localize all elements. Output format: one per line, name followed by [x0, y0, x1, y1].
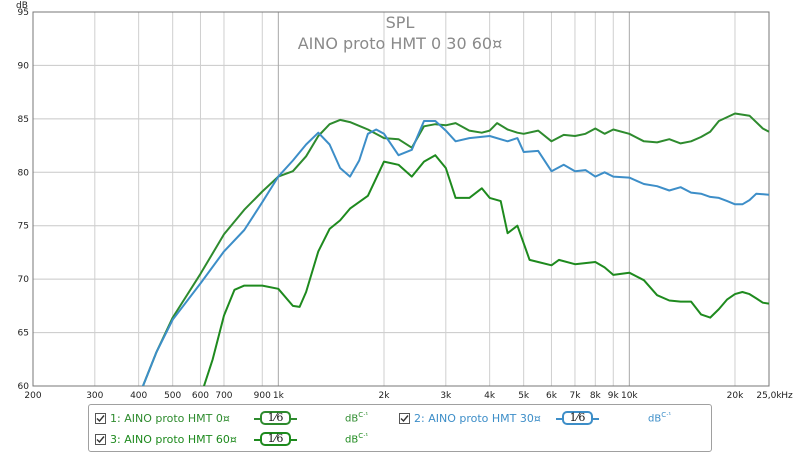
y-tick-label: 80: [18, 168, 30, 178]
x-tick-label: 20k: [727, 391, 744, 400]
chart-subtitle: AINO proto HMT 0 30 60¤: [298, 34, 503, 53]
plot-frame: [32, 11, 770, 387]
y-axis-label: dB: [16, 1, 28, 11]
x-tick-label: 500: [164, 391, 181, 400]
x-tick-label: 300: [86, 391, 103, 400]
x-axis-label: Hz: [781, 391, 793, 400]
y-tick-labels: 60 65 70 75 80 85 90 95: [18, 8, 30, 392]
series-1-line-right: [291, 418, 297, 420]
y-tick-label: 85: [18, 115, 29, 125]
series-3-line-left: [254, 439, 260, 441]
grid-lines: [32, 11, 770, 387]
x-tick-label: 3k: [440, 391, 452, 400]
x-tick-label: 600: [192, 391, 209, 400]
legend-entry-1[interactable]: 1: AINO proto HMT 0¤: [95, 409, 230, 427]
series-2-line-left: [556, 418, 562, 420]
x-tick-label: 200: [24, 391, 41, 400]
series-3-smoothing-value: 1⁄6: [267, 432, 284, 445]
chart-title: SPL: [386, 13, 415, 32]
legend-panel: 1: AINO proto HMT 0¤ 1⁄6 dBC·¹ 2: AINO p…: [88, 404, 712, 452]
series-2-smoothing-value: 1⁄6: [569, 411, 586, 424]
series-2-unit: dBC·¹: [648, 411, 671, 424]
x-tick-label: 400: [130, 391, 147, 400]
x-tick-label: 7k: [569, 391, 581, 400]
series-line-2: [141, 120, 769, 386]
y-tick-label: 95: [18, 8, 29, 18]
series-1-label: 1: AINO proto HMT 0¤: [110, 411, 230, 425]
x-tick-label: 25,0k: [756, 391, 782, 400]
series-line-3: [202, 154, 769, 386]
series-2-smoothing[interactable]: 1⁄6: [556, 411, 599, 425]
series-2-checkbox[interactable]: [399, 412, 410, 424]
series-curves: [141, 112, 769, 386]
series-1-unit: dBC·¹: [345, 411, 368, 424]
series-1-unit-text: dB: [345, 413, 359, 425]
legend-entry-3[interactable]: 3: AINO proto HMT 60¤: [95, 430, 237, 448]
y-tick-label: 65: [18, 329, 29, 339]
x-tick-label: 4k: [484, 391, 496, 400]
series-3-checkbox[interactable]: [95, 433, 106, 445]
series-2-unit-sup: C·¹: [661, 411, 672, 419]
legend-entry-2[interactable]: 2: AINO proto HMT 30¤: [399, 409, 541, 427]
series-1-smoothing-value: 1⁄6: [267, 411, 284, 424]
x-tick-label: 10k: [621, 391, 638, 400]
series-1-checkbox[interactable]: [95, 412, 106, 424]
x-tick-label: 700: [215, 391, 232, 400]
series-1-smoothing[interactable]: 1⁄6: [254, 411, 297, 425]
series-2-label: 2: AINO proto HMT 30¤: [414, 411, 541, 425]
y-tick-label: 60: [18, 382, 30, 392]
series-3-unit-sup: C·¹: [358, 432, 369, 440]
x-tick-label: 1k: [273, 391, 285, 400]
series-3-label: 3: AINO proto HMT 60¤: [110, 432, 237, 446]
series-3-unit-text: dB: [345, 434, 359, 446]
series-line-1: [141, 112, 769, 386]
series-3-line-right: [291, 439, 297, 441]
x-tick-label: 8k: [590, 391, 602, 400]
spl-chart: SPL AINO proto HMT 0 30 60¤ dB 60 65 70 75 8…: [16, 1, 793, 400]
y-tick-label: 75: [18, 222, 29, 232]
series-3-smoothing[interactable]: 1⁄6: [254, 432, 297, 446]
x-tick-labels: 200 300 400 500 600 700 900 1k 2k 3k 4k 5k 6k 7k 8k 9k 1…: [24, 391, 782, 400]
series-1-line-left: [254, 418, 260, 420]
x-tick-label: 9k: [608, 391, 620, 400]
y-tick-label: 90: [18, 61, 30, 71]
x-tick-label: 2k: [379, 391, 391, 400]
x-tick-label: 6k: [546, 391, 558, 400]
x-tick-label: 5k: [518, 391, 530, 400]
series-3-unit: dBC·¹: [345, 432, 368, 445]
y-tick-label: 70: [18, 275, 30, 285]
series-1-unit-sup: C·¹: [358, 411, 369, 419]
series-2-line-right: [593, 418, 599, 420]
x-tick-label: 900: [254, 391, 271, 400]
series-2-unit-text: dB: [648, 413, 662, 425]
